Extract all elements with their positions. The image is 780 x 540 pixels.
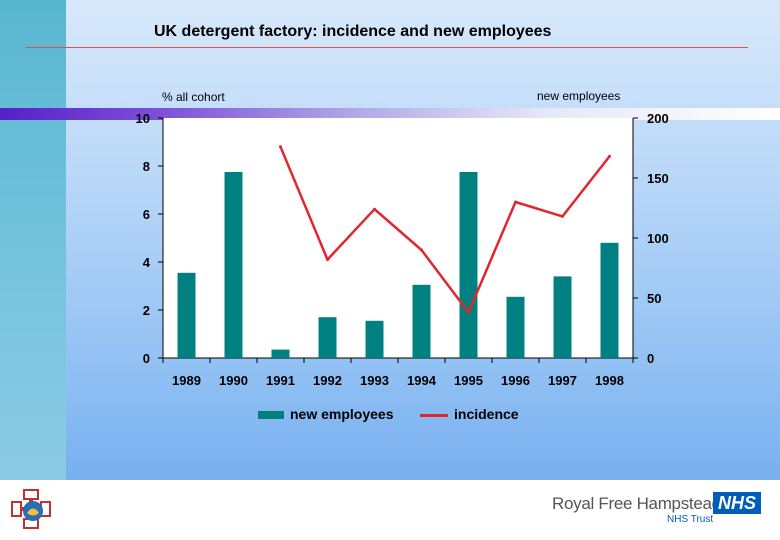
left-tick-label: 10 xyxy=(136,111,150,126)
x-tick-label: 1994 xyxy=(407,373,437,388)
right-tick-label: 200 xyxy=(647,111,669,126)
left-tick-label: 0 xyxy=(143,351,150,366)
point-incidence xyxy=(467,310,470,314)
point-incidence xyxy=(279,145,282,149)
x-tick-label: 1998 xyxy=(595,373,624,388)
bar-new-employees xyxy=(224,172,243,358)
left-tick-label: 8 xyxy=(143,159,150,174)
slide-title: UK detergent factory: incidence and new … xyxy=(154,23,552,40)
x-tick-label: 1997 xyxy=(548,373,577,388)
x-tick-label: 1991 xyxy=(266,373,295,388)
line-incidence xyxy=(279,146,611,314)
legend-swatch-bar xyxy=(258,411,284,419)
nhs-logo: NHS xyxy=(713,492,761,514)
x-tick-label: 1995 xyxy=(454,373,483,388)
bar-new-employees xyxy=(365,320,384,358)
point-incidence xyxy=(608,154,611,158)
bar-new-employees xyxy=(459,172,478,358)
title-underline xyxy=(26,47,748,48)
point-incidence xyxy=(561,214,564,218)
right-axis-title: new employees xyxy=(537,89,621,103)
bar-new-employees xyxy=(177,272,196,358)
left-tick-label: 4 xyxy=(143,255,151,270)
legend-label-incidence: incidence xyxy=(454,406,519,422)
right-tick-label: 0 xyxy=(647,351,654,366)
left-decor-band xyxy=(0,0,66,480)
left-tick-label: 2 xyxy=(143,303,150,318)
x-tick-label: 1996 xyxy=(501,373,530,388)
left-axis-title: % all cohort xyxy=(162,90,225,104)
right-tick-label: 50 xyxy=(647,291,661,306)
bar-new-employees xyxy=(506,296,525,358)
right-tick-label: 100 xyxy=(647,231,669,246)
legend-swatch-line xyxy=(420,414,448,417)
nhs-trust-label: NHS Trust xyxy=(667,514,714,525)
point-incidence xyxy=(514,200,517,204)
bar-new-employees xyxy=(318,317,337,358)
bar-new-employees xyxy=(600,242,619,358)
left-tick-label: 6 xyxy=(143,207,150,222)
right-tick-label: 150 xyxy=(647,171,669,186)
organisation-name: Royal Free Hampstead xyxy=(552,494,721,513)
x-tick-label: 1992 xyxy=(313,373,342,388)
footer xyxy=(0,480,780,540)
bar-new-employees xyxy=(412,284,431,358)
legend-label-new-employees: new employees xyxy=(290,406,394,422)
bar-new-employees xyxy=(271,349,290,358)
x-tick-label: 1989 xyxy=(172,373,201,388)
point-incidence xyxy=(420,248,423,252)
point-incidence xyxy=(373,207,376,211)
x-tick-label: 1993 xyxy=(360,373,389,388)
hospital-crest-icon xyxy=(11,489,51,529)
bar-new-employees xyxy=(553,276,572,358)
x-tick-label: 1990 xyxy=(219,373,248,388)
point-incidence xyxy=(326,258,329,262)
header-gradient-bar xyxy=(0,108,780,120)
